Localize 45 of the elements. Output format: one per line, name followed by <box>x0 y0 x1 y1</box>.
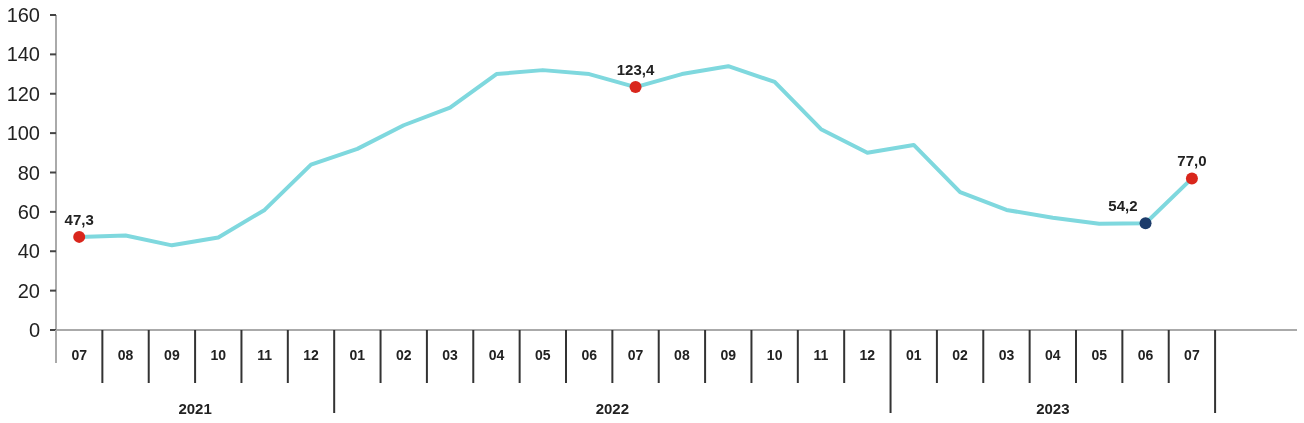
x-tick-label: 09 <box>164 347 180 363</box>
x-tick-label: 07 <box>1184 347 1200 363</box>
x-tick-label: 07 <box>71 347 88 363</box>
point <box>1139 217 1152 230</box>
x-tick-label: 08 <box>674 347 690 363</box>
x-tick-label: 03 <box>442 347 459 363</box>
y-tick-label: 20 <box>17 279 40 302</box>
x-tick-label: 01 <box>349 347 366 363</box>
y-tick-label: 40 <box>17 240 40 263</box>
x-tick-label: 08 <box>117 347 134 363</box>
point <box>73 230 86 243</box>
x-tick-label: 11 <box>813 347 829 363</box>
point <box>1185 172 1198 185</box>
x-tick-label: 10 <box>210 347 227 363</box>
y-tick-label: 160 <box>6 4 40 27</box>
x-tick-label: 05 <box>535 347 551 363</box>
x-tick-label: 12 <box>303 347 319 363</box>
x-tick-label: 11 <box>257 347 273 363</box>
x-tick-label: 06 <box>1137 347 1154 363</box>
y-tick-label: 80 <box>17 161 40 184</box>
text: 2023 <box>1036 399 1070 417</box>
y-tick-label: 60 <box>17 200 40 223</box>
x-tick-label: 04 <box>1045 347 1061 363</box>
data-label: 77,0 <box>1177 152 1207 170</box>
x-tick-label: 02 <box>952 347 969 363</box>
x-tick-label: 04 <box>488 347 505 363</box>
x-tick-label: 07 <box>627 347 644 363</box>
x-tick-label: 05 <box>1091 347 1108 363</box>
x-tick-label: 09 <box>720 347 737 363</box>
y-tick-label: 0 <box>28 319 40 342</box>
y-tick-label: 140 <box>6 43 40 66</box>
data-label: 47,3 <box>64 210 94 228</box>
y-tick-label: 100 <box>6 122 40 145</box>
point <box>629 81 642 94</box>
data-label: 54,2 <box>1108 197 1138 215</box>
x-tick-label: 12 <box>859 347 876 363</box>
text: 2021 <box>178 399 212 417</box>
x-tick-label: 10 <box>766 347 783 363</box>
x-tick-label: 03 <box>998 347 1015 363</box>
text: 2022 <box>595 399 630 417</box>
data-label: 123,4 <box>616 61 655 79</box>
x-tick-label: 02 <box>395 347 412 363</box>
x-tick-label: 06 <box>581 347 598 363</box>
x-tick-label: 01 <box>905 347 922 363</box>
y-tick-label: 120 <box>6 82 40 105</box>
